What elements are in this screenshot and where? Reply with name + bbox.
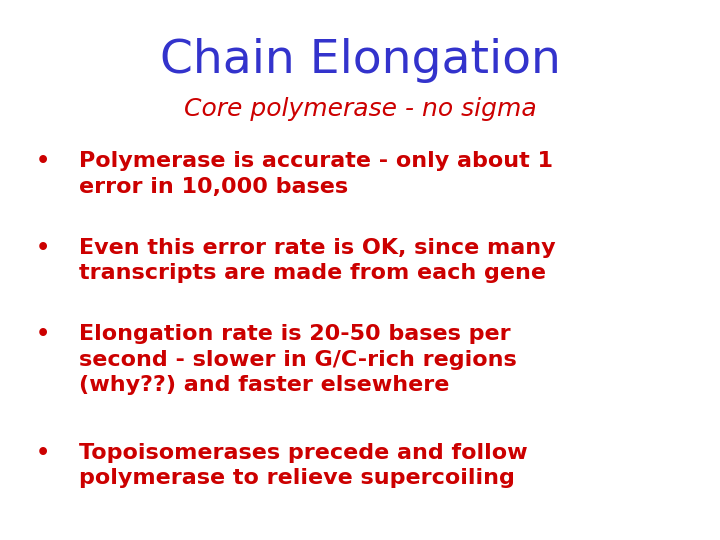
Text: •: • xyxy=(36,151,50,171)
Text: Elongation rate is 20-50 bases per
second - slower in G/C-rich regions
(why??) a: Elongation rate is 20-50 bases per secon… xyxy=(79,324,517,395)
Text: Topoisomerases precede and follow
polymerase to relieve supercoiling: Topoisomerases precede and follow polyme… xyxy=(79,443,528,488)
Text: Core polymerase - no sigma: Core polymerase - no sigma xyxy=(184,97,536,121)
Text: Chain Elongation: Chain Elongation xyxy=(160,38,560,83)
Text: •: • xyxy=(36,443,50,463)
Text: Polymerase is accurate - only about 1
error in 10,000 bases: Polymerase is accurate - only about 1 er… xyxy=(79,151,553,197)
Text: •: • xyxy=(36,324,50,344)
Text: Even this error rate is OK, since many
transcripts are made from each gene: Even this error rate is OK, since many t… xyxy=(79,238,556,283)
Text: •: • xyxy=(36,238,50,258)
